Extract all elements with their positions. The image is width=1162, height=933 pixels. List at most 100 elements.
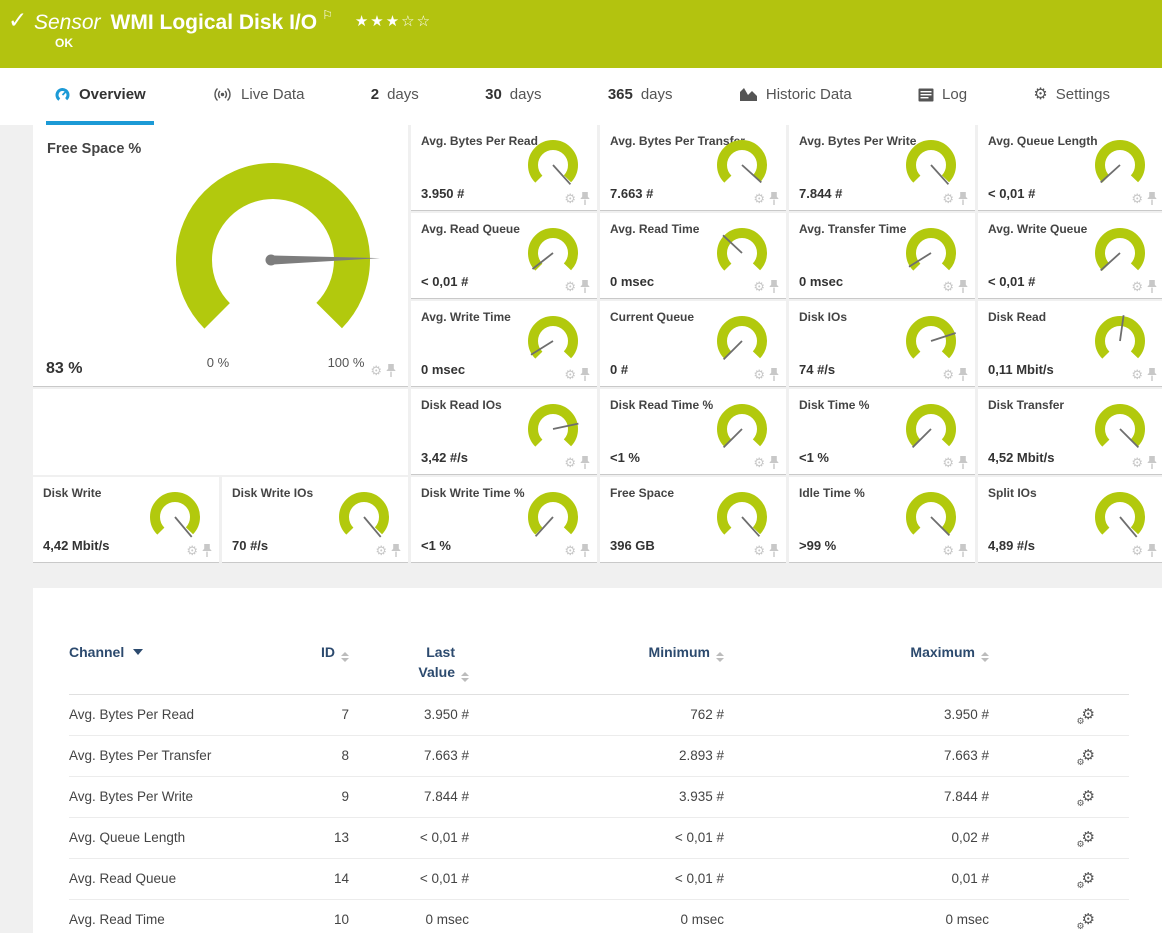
cell-minimum: 2.893 # [469, 735, 724, 777]
pin-icon[interactable] [391, 544, 401, 557]
gear-icon[interactable]: ⚙ [942, 455, 954, 470]
pin-icon[interactable] [386, 364, 396, 377]
col-header-channel[interactable]: Channel [69, 618, 269, 695]
pin-icon[interactable] [1147, 456, 1157, 469]
gear-icon[interactable]: ⚙ [942, 191, 954, 206]
channel-settings-gear-icon[interactable]: ⚙ ⚙ [1076, 788, 1095, 808]
gauge [903, 225, 959, 281]
channel-gauge-panel: Avg. Bytes Per Read 3.950 # ⚙ [411, 125, 597, 211]
cell-channel[interactable]: Avg. Bytes Per Transfer [69, 735, 269, 777]
gear-icon[interactable]: ⚙ [564, 367, 576, 382]
pin-icon[interactable] [1147, 280, 1157, 293]
table-row: Avg. Bytes Per Transfer 8 7.663 # 2.893 … [69, 735, 1129, 777]
gear-icon[interactable]: ⚙ [1131, 543, 1143, 558]
gear-icon[interactable]: ⚙ [564, 191, 576, 206]
channel-gauge-panel: Disk Write IOs 70 #/s ⚙ [222, 477, 408, 563]
gear-icon[interactable]: ⚙ [375, 543, 387, 558]
channel-settings-gear-icon[interactable]: ⚙ ⚙ [1076, 706, 1095, 726]
priority-stars[interactable]: ★★★☆☆ [354, 13, 433, 30]
gear-icon[interactable]: ⚙ [1131, 455, 1143, 470]
pin-icon[interactable] [769, 368, 779, 381]
col-header-last-value[interactable]: Last Value [349, 618, 469, 695]
pin-icon[interactable] [580, 192, 590, 205]
pin-icon[interactable] [580, 456, 590, 469]
gear-icon[interactable]: ⚙ [564, 455, 576, 470]
channel-gauge-panel: Free Space 396 GB ⚙ [600, 477, 786, 563]
gear-icon[interactable]: ⚙ [370, 363, 382, 378]
gear-icon[interactable]: ⚙ [753, 367, 765, 382]
tab-overview[interactable]: Overview [46, 68, 154, 125]
gauge [1092, 225, 1148, 281]
gear-icon[interactable]: ⚙ [1131, 279, 1143, 294]
tab-log[interactable]: Log [910, 68, 975, 125]
cell-last-value: 7.844 # [349, 776, 469, 818]
gear-icon[interactable]: ⚙ [1131, 191, 1143, 206]
channel-settings-gear-icon[interactable]: ⚙ ⚙ [1076, 911, 1095, 931]
tab-historic-data[interactable]: Historic Data [731, 68, 860, 125]
col-header-minimum[interactable]: Minimum [469, 618, 724, 695]
cell-last-value: 7.663 # [349, 735, 469, 777]
channel-gauge-panel: Idle Time % >99 % ⚙ [789, 477, 975, 563]
gear-icon[interactable]: ⚙ [942, 543, 954, 558]
pin-icon[interactable] [769, 456, 779, 469]
gear-icon[interactable]: ⚙ [186, 543, 198, 558]
cell-channel[interactable]: Avg. Queue Length [69, 817, 269, 859]
channel-title: Free Space % [47, 141, 142, 157]
gauge-scale-min: 0 % [206, 355, 230, 370]
pin-icon[interactable] [580, 544, 590, 557]
live-broadcast-icon [214, 88, 231, 101]
gear-icon[interactable]: ⚙ [753, 279, 765, 294]
cell-maximum: 0,02 # [724, 817, 989, 859]
channel-title: Avg. Transfer Time [799, 222, 907, 236]
col-header-id[interactable]: ID [269, 618, 349, 695]
pin-icon[interactable] [769, 192, 779, 205]
tab-live-data[interactable]: Live Data [204, 68, 312, 125]
table-row: Avg. Bytes Per Read 7 3.950 # 762 # 3.95… [69, 694, 1129, 736]
pin-icon[interactable] [958, 544, 968, 557]
channel-settings-gear-icon[interactable]: ⚙ ⚙ [1076, 829, 1095, 849]
channel-gauge-panel: Disk Time % <1 % ⚙ [789, 389, 975, 475]
channel-table-body: Avg. Bytes Per Read 7 3.950 # 762 # 3.95… [69, 694, 1129, 933]
tab-settings[interactable]: ⚙ Settings [1025, 68, 1118, 125]
cell-channel[interactable]: Avg. Bytes Per Read [69, 694, 269, 736]
flag-icon[interactable]: ⚐ [322, 8, 333, 22]
channel-value: 74 #/s [799, 362, 836, 377]
pin-icon[interactable] [1147, 192, 1157, 205]
gear-icon[interactable]: ⚙ [1131, 367, 1143, 382]
col-header-maximum[interactable]: Maximum [724, 618, 989, 695]
gear-icon[interactable]: ⚙ [753, 455, 765, 470]
pin-icon[interactable] [1147, 544, 1157, 557]
pin-icon[interactable] [958, 280, 968, 293]
pin-icon[interactable] [1147, 368, 1157, 381]
channel-settings-gear-icon[interactable]: ⚙ ⚙ [1076, 870, 1095, 890]
channel-value: 83 % [46, 360, 83, 377]
gear-icon[interactable]: ⚙ [564, 543, 576, 558]
pin-icon[interactable] [958, 456, 968, 469]
gear-icon[interactable]: ⚙ [753, 191, 765, 206]
gear-icon[interactable]: ⚙ [564, 279, 576, 294]
cell-id: 9 [269, 776, 349, 818]
channel-value: >99 % [799, 538, 837, 553]
gear-icon[interactable]: ⚙ [942, 367, 954, 382]
free-space-percent-panel: Free Space % 0 % 100 % 83 % ⚙ [33, 125, 408, 387]
cell-channel[interactable]: Avg. Read Time [69, 899, 269, 933]
gear-icon[interactable]: ⚙ [942, 279, 954, 294]
pin-icon[interactable] [958, 192, 968, 205]
cell-channel[interactable]: Avg. Bytes Per Write [69, 776, 269, 818]
cell-channel[interactable]: Avg. Read Queue [69, 858, 269, 900]
gauge [525, 401, 581, 457]
channel-title: Disk Read IOs [421, 398, 502, 412]
pin-icon[interactable] [580, 368, 590, 381]
channel-value: 7.844 # [799, 186, 843, 201]
tab-2-days[interactable]: 2 days [363, 68, 427, 125]
pin-icon[interactable] [769, 280, 779, 293]
tab-30-days[interactable]: 30 days [477, 68, 549, 125]
channel-gauge-panel: Avg. Write Queue < 0,01 # ⚙ [978, 213, 1162, 299]
pin-icon[interactable] [580, 280, 590, 293]
pin-icon[interactable] [202, 544, 212, 557]
channel-settings-gear-icon[interactable]: ⚙ ⚙ [1076, 747, 1095, 767]
tab-365-days[interactable]: 365 days [600, 68, 681, 125]
pin-icon[interactable] [958, 368, 968, 381]
pin-icon[interactable] [769, 544, 779, 557]
gear-icon[interactable]: ⚙ [753, 543, 765, 558]
